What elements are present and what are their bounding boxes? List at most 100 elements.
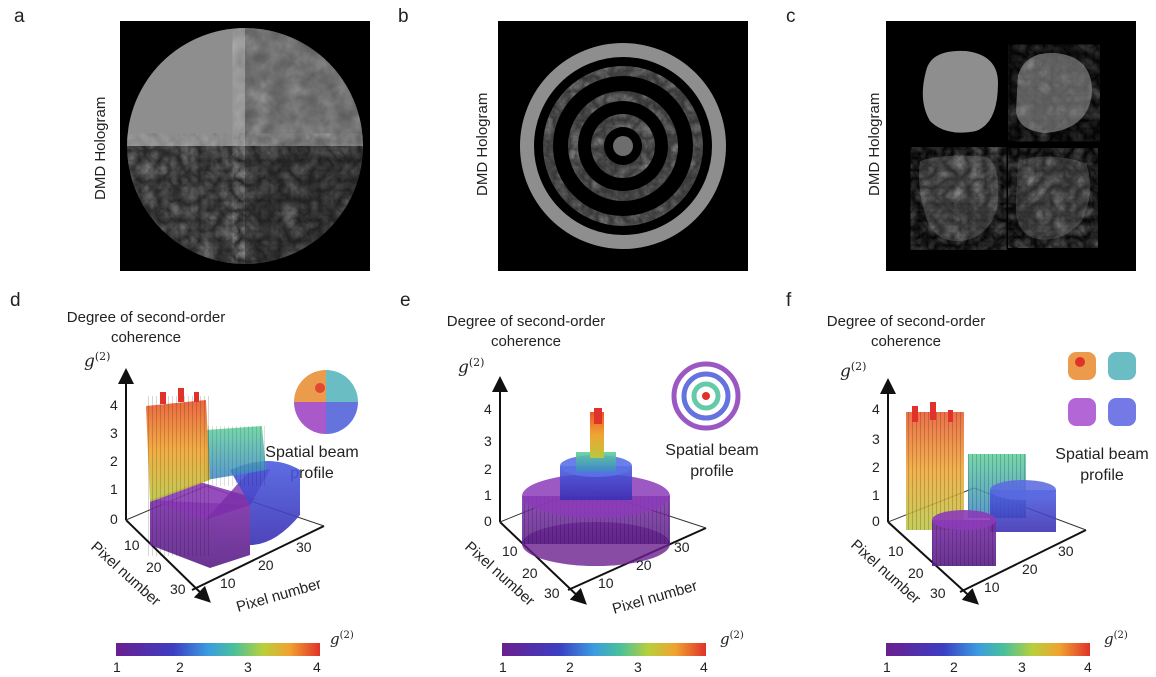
y-ticks-d: 10 20 30: [220, 539, 312, 591]
z-tick: 4: [484, 401, 492, 417]
x-ticks-d: 10 20 30: [124, 537, 186, 597]
z-tick: 4: [110, 397, 118, 413]
x-tick: 20: [146, 559, 162, 575]
panel-label-d: d: [10, 290, 21, 311]
g2-axis-symbol-e: g(2): [458, 356, 485, 378]
y-tick: 20: [1022, 561, 1038, 577]
x-ticks-e: 10 20 30: [502, 543, 560, 601]
panel-label-c: c: [786, 6, 796, 27]
beam-profile-f: [1068, 352, 1136, 426]
colorbar-tick: 3: [244, 659, 252, 675]
hologram-b-pattern: [498, 21, 748, 271]
plot-f: 0 1 2 3 4 10 20 30 10 20 30 Pixel number: [847, 352, 1136, 608]
z-tick: 1: [484, 487, 492, 503]
plot-d: 0 1 2 3 4 10 20 30 10 20 30 Pixel number…: [87, 368, 358, 616]
y-axis-d: [191, 525, 325, 591]
x-tick: 10: [124, 537, 140, 553]
colorbar-label-f: g(2): [1104, 630, 1128, 648]
y-axis-title-line2: coherence: [110, 329, 182, 346]
colorbar-tick: 4: [313, 659, 321, 675]
y-axis-f: [959, 529, 1087, 593]
hologram-c-pattern: [918, 50, 1092, 242]
z-tick: 1: [110, 481, 118, 497]
colorbar-tick: 4: [1084, 659, 1092, 675]
y-ticks-e: 10 20 30: [598, 539, 690, 591]
z-ticks-e: 0 1 2 3 4: [484, 401, 492, 529]
panel-label-a: a: [14, 6, 25, 27]
bars-f: [906, 402, 1056, 566]
colorbar-tick: 2: [950, 659, 958, 675]
y-axis-title-e: Degree of second-order coherence: [416, 312, 636, 352]
y-tick: 30: [1058, 543, 1074, 559]
z-tick: 2: [110, 453, 118, 469]
z-tick: 2: [484, 461, 492, 477]
colorbar-f: [886, 643, 1090, 656]
z-tick: 0: [484, 513, 492, 529]
hologram-a: [120, 21, 370, 271]
beam-profile-e: [671, 361, 741, 431]
y-axis-title-line2: coherence: [490, 333, 562, 350]
g2-axis-symbol-d: g(2): [84, 350, 111, 372]
z-tick: 3: [110, 425, 118, 441]
z-tick: 0: [110, 511, 118, 527]
x-tick: 20: [908, 565, 924, 581]
panel-label-e: e: [400, 290, 411, 311]
colorbar-tick: 3: [1018, 659, 1026, 675]
z-ticks-f: 0 1 2 3 4: [872, 401, 880, 529]
x-tick: 10: [502, 543, 518, 559]
y-axis-title-line1: Degree of second-order: [826, 313, 986, 330]
bars-d: [146, 388, 300, 568]
z-ticks-d: 0 1 2 3 4: [110, 397, 118, 527]
hologram-a-pattern: [127, 28, 363, 264]
y-ticks-f: 10 20 30: [984, 543, 1074, 595]
y-tick: 10: [984, 579, 1000, 595]
x-tick: 30: [170, 581, 186, 597]
y-axis-title-d: Degree of second-order coherence: [36, 308, 256, 348]
y-axis-label-d: Pixel number: [234, 575, 323, 615]
x-tick: 30: [930, 585, 946, 601]
hologram-c: [886, 21, 1136, 271]
y-tick: 30: [674, 539, 690, 555]
g2-axis-symbol-f: g(2): [840, 360, 867, 382]
x-ticks-f: 10 20 30: [888, 543, 946, 601]
x-tick: 20: [522, 565, 538, 581]
colorbar-tick: 3: [634, 659, 642, 675]
spatial-beam-profile-label-d: Spatial beam profile: [265, 444, 359, 482]
colorbar-tick: 1: [883, 659, 891, 675]
z-tick: 4: [872, 401, 880, 417]
y-tick: 20: [636, 557, 652, 573]
colorbar-label-e: g(2): [720, 630, 744, 648]
beam-profile-d: [294, 370, 358, 434]
hologram-b: [498, 21, 748, 271]
panel-label-f: f: [786, 290, 792, 311]
y-axis-title-line2: coherence: [870, 333, 942, 350]
y-axis-title-line1: Degree of second-order: [66, 309, 226, 326]
x-tick: 30: [544, 585, 560, 601]
colorbar-d: [116, 643, 320, 656]
z-tick: 3: [872, 431, 880, 447]
z-tick: 2: [872, 459, 880, 475]
z-tick: 3: [484, 433, 492, 449]
colorbar-label-d: g(2): [330, 630, 354, 648]
y-tick: 20: [258, 557, 274, 573]
plot-e: 0 1 2 3 4 10 20 30 10 20 30 Pixel number…: [461, 361, 741, 618]
y-axis-label-e: Pixel number: [610, 577, 699, 617]
colorbar-tick: 4: [700, 659, 708, 675]
x-tick: 10: [888, 543, 904, 559]
colorbar-e: [502, 643, 706, 656]
y-axis-title-line1: Degree of second-order: [446, 313, 606, 330]
y-tick: 30: [296, 539, 312, 555]
z-tick: 1: [872, 487, 880, 503]
spatial-beam-profile-label-e: Spatial beam profile: [665, 442, 759, 480]
z-tick: 0: [872, 513, 880, 529]
y-axis-title-f: Degree of second-order coherence: [796, 312, 1016, 352]
y-tick: 10: [220, 575, 236, 591]
panel-label-b: b: [398, 6, 409, 27]
colorbar-tick: 2: [566, 659, 574, 675]
spatial-beam-profile-label-f: Spatial beam profile: [1055, 446, 1149, 484]
colorbar-tick: 1: [499, 659, 507, 675]
bars-e: [522, 408, 670, 566]
y-tick: 10: [598, 575, 614, 591]
colorbar-tick: 1: [113, 659, 121, 675]
